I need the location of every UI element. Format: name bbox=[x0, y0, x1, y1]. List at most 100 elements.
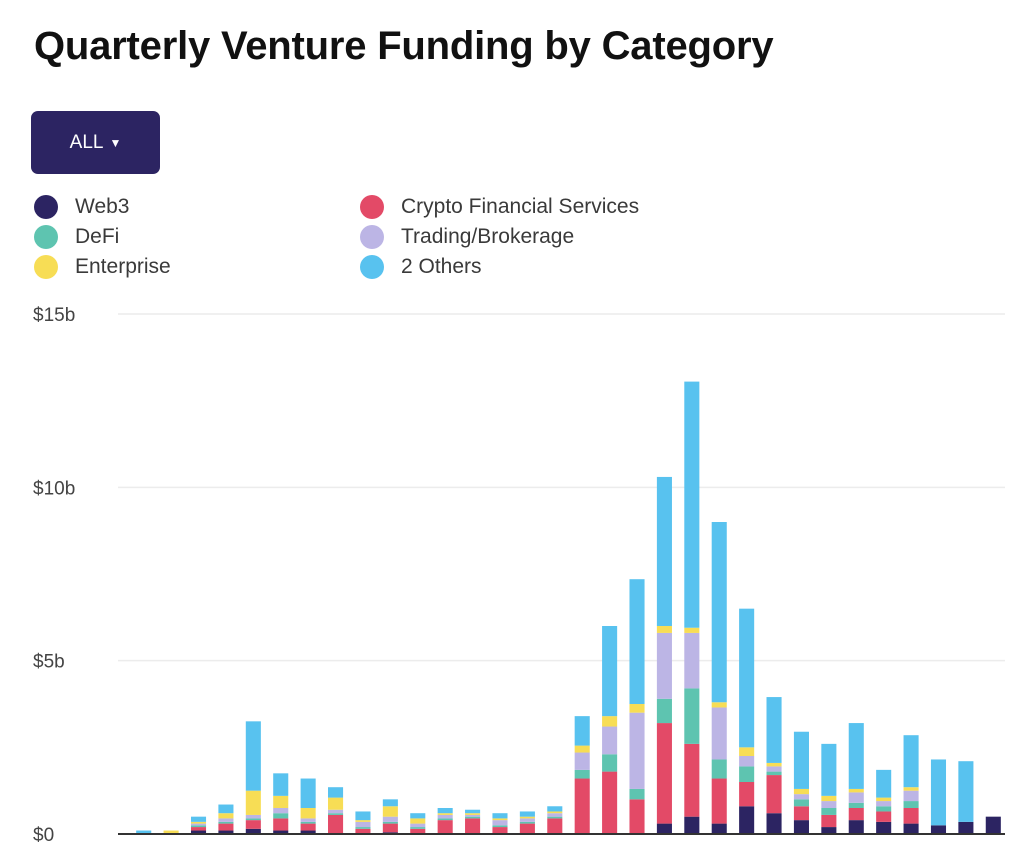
bar-segment-crypto-financial-services[interactable] bbox=[492, 827, 508, 834]
bar-segment-web3[interactable] bbox=[876, 821, 892, 834]
bar-segment-defi[interactable] bbox=[629, 788, 645, 800]
bar-segment-trading-brokerage[interactable] bbox=[793, 794, 809, 800]
bar-segment-2-others[interactable] bbox=[465, 809, 481, 814]
bar-segment-crypto-financial-services[interactable] bbox=[437, 820, 453, 834]
bar-segment-crypto-financial-services[interactable] bbox=[273, 818, 289, 831]
bar-segment-crypto-financial-services[interactable] bbox=[821, 814, 837, 828]
bar-segment-defi[interactable] bbox=[684, 688, 700, 744]
bar-segment-web3[interactable] bbox=[711, 823, 727, 834]
bar-segment-defi[interactable] bbox=[547, 816, 563, 819]
bar-segment-crypto-financial-services[interactable] bbox=[245, 820, 261, 829]
legend-item-web3[interactable]: Web3 bbox=[34, 195, 129, 219]
bar-segment-enterprise[interactable] bbox=[300, 808, 316, 819]
bar-segment-trading-brokerage[interactable] bbox=[574, 752, 590, 770]
bar-segment-trading-brokerage[interactable] bbox=[903, 790, 919, 802]
bar-segment-trading-brokerage[interactable] bbox=[273, 808, 289, 814]
bar-segment-enterprise[interactable] bbox=[190, 821, 207, 824]
bar-segment-2-others[interactable] bbox=[355, 811, 371, 821]
bar-segment-defi[interactable] bbox=[793, 799, 809, 807]
bar-segment-2-others[interactable] bbox=[684, 381, 700, 628]
bar-segment-2-others[interactable] bbox=[273, 773, 289, 796]
bar-segment-2-others[interactable] bbox=[602, 626, 618, 717]
bar-segment-2-others[interactable] bbox=[437, 808, 453, 814]
bar-segment-trading-brokerage[interactable] bbox=[848, 792, 864, 803]
bar-segment-trading-brokerage[interactable] bbox=[465, 814, 481, 817]
bar-segment-enterprise[interactable] bbox=[547, 811, 563, 814]
bar-segment-enterprise[interactable] bbox=[465, 813, 481, 815]
bar-segment-2-others[interactable] bbox=[574, 716, 590, 746]
bar-segment-defi[interactable] bbox=[739, 766, 755, 782]
bar-segment-crypto-financial-services[interactable] bbox=[656, 723, 672, 824]
bar-segment-2-others[interactable] bbox=[547, 806, 563, 812]
bar-segment-enterprise[interactable] bbox=[273, 795, 289, 808]
bar-segment-2-others[interactable] bbox=[766, 697, 782, 763]
bar-segment-crypto-financial-services[interactable] bbox=[629, 799, 645, 834]
bar-segment-enterprise[interactable] bbox=[437, 813, 453, 815]
legend-item-defi[interactable]: DeFi bbox=[34, 225, 119, 249]
bar-segment-enterprise[interactable] bbox=[821, 795, 837, 802]
bar-segment-trading-brokerage[interactable] bbox=[711, 707, 727, 760]
bar-segment-crypto-financial-services[interactable] bbox=[519, 823, 535, 834]
bar-segment-trading-brokerage[interactable] bbox=[739, 756, 755, 767]
bar-segment-defi[interactable] bbox=[355, 827, 371, 829]
bar-segment-trading-brokerage[interactable] bbox=[766, 766, 782, 772]
bar-segment-trading-brokerage[interactable] bbox=[328, 809, 344, 814]
bar-segment-defi[interactable] bbox=[766, 771, 782, 776]
bar-segment-crypto-financial-services[interactable] bbox=[848, 808, 864, 821]
bar-segment-trading-brokerage[interactable] bbox=[300, 818, 316, 822]
bar-segment-2-others[interactable] bbox=[328, 787, 344, 798]
bar-segment-crypto-financial-services[interactable] bbox=[903, 808, 919, 824]
bar-segment-defi[interactable] bbox=[190, 825, 207, 828]
bar-segment-crypto-financial-services[interactable] bbox=[876, 811, 892, 822]
bar-segment-defi[interactable] bbox=[328, 813, 344, 815]
category-filter-dropdown[interactable]: ALL ▼ bbox=[31, 111, 160, 174]
bar-segment-defi[interactable] bbox=[876, 806, 892, 812]
bar-segment-2-others[interactable] bbox=[382, 799, 398, 807]
bar-segment-crypto-financial-services[interactable] bbox=[218, 823, 234, 831]
bar-segment-enterprise[interactable] bbox=[218, 813, 234, 819]
bar-segment-trading-brokerage[interactable] bbox=[876, 801, 892, 807]
bar-segment-enterprise[interactable] bbox=[163, 830, 179, 834]
bar-segment-crypto-financial-services[interactable] bbox=[355, 828, 371, 834]
bar-segment-2-others[interactable] bbox=[711, 522, 727, 703]
bar-segment-trading-brokerage[interactable] bbox=[190, 823, 207, 826]
bar-segment-trading-brokerage[interactable] bbox=[382, 816, 398, 822]
bar-segment-web3[interactable] bbox=[190, 830, 207, 834]
bar-segment-enterprise[interactable] bbox=[876, 797, 892, 802]
bar-segment-defi[interactable] bbox=[492, 825, 508, 828]
bar-segment-2-others[interactable] bbox=[930, 759, 947, 826]
bar-segment-web3[interactable] bbox=[218, 830, 234, 834]
bar-segment-trading-brokerage[interactable] bbox=[245, 814, 261, 819]
bar-segment-web3[interactable] bbox=[273, 830, 289, 834]
bar-segment-web3[interactable] bbox=[848, 820, 864, 834]
bar-segment-enterprise[interactable] bbox=[492, 818, 508, 821]
bar-segment-crypto-financial-services[interactable] bbox=[547, 818, 563, 834]
legend-item-enterprise[interactable]: Enterprise bbox=[34, 255, 171, 279]
bar-segment-defi[interactable] bbox=[300, 821, 316, 824]
bar-segment-defi[interactable] bbox=[437, 818, 453, 821]
bar-segment-2-others[interactable] bbox=[821, 743, 837, 796]
bar-segment-trading-brokerage[interactable] bbox=[437, 814, 453, 819]
bar-segment-trading-brokerage[interactable] bbox=[410, 823, 426, 828]
bar-segment-2-others[interactable] bbox=[410, 813, 426, 819]
bar-segment-crypto-financial-services[interactable] bbox=[300, 823, 316, 831]
bar-segment-enterprise[interactable] bbox=[519, 816, 535, 819]
bar-segment-crypto-financial-services[interactable] bbox=[739, 782, 755, 807]
bar-segment-crypto-financial-services[interactable] bbox=[574, 778, 590, 834]
bar-segment-crypto-financial-services[interactable] bbox=[766, 775, 782, 814]
bar-segment-trading-brokerage[interactable] bbox=[602, 726, 618, 755]
bar-segment-web3[interactable] bbox=[739, 806, 755, 834]
bar-segment-enterprise[interactable] bbox=[903, 787, 919, 791]
bar-segment-2-others[interactable] bbox=[519, 811, 535, 817]
bar-segment-2-others[interactable] bbox=[190, 816, 207, 822]
bar-segment-defi[interactable] bbox=[410, 827, 426, 829]
bar-segment-enterprise[interactable] bbox=[328, 797, 344, 810]
bar-segment-defi[interactable] bbox=[848, 802, 864, 808]
bar-segment-crypto-financial-services[interactable] bbox=[602, 771, 618, 834]
bar-segment-2-others[interactable] bbox=[218, 804, 234, 814]
bar-segment-web3[interactable] bbox=[766, 813, 782, 834]
bar-segment-enterprise[interactable] bbox=[684, 627, 700, 633]
bar-segment-enterprise[interactable] bbox=[245, 790, 261, 815]
bar-segment-crypto-financial-services[interactable] bbox=[410, 828, 426, 834]
bar-segment-enterprise[interactable] bbox=[629, 704, 645, 713]
